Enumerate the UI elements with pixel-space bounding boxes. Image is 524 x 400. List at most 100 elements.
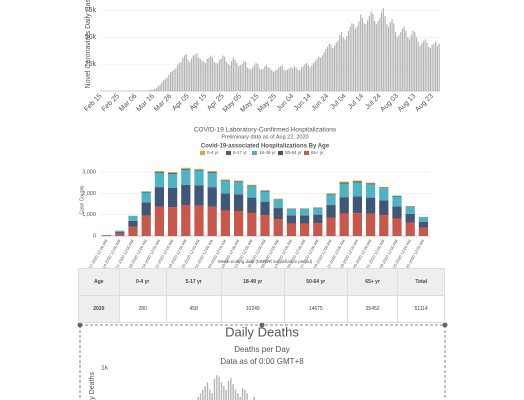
bar: [197, 396, 199, 400]
bar: [352, 181, 363, 183]
bar: [422, 41, 425, 91]
bar: [258, 68, 261, 91]
x-tick-label: Apr 15: [189, 93, 209, 113]
bar: [273, 199, 283, 209]
bar: [407, 37, 409, 91]
handle[interactable]: [442, 322, 448, 328]
bar: [220, 210, 231, 236]
bar: [312, 63, 315, 91]
legend-swatch: [252, 151, 257, 155]
bar: [167, 188, 178, 208]
bar: [203, 61, 205, 91]
bar: [194, 205, 204, 236]
x-tick-label: May 25: [257, 93, 278, 114]
bar: [368, 15, 370, 91]
bar: [326, 205, 336, 218]
bar: [201, 60, 203, 91]
bar: [171, 71, 173, 91]
bar: [170, 72, 172, 91]
bar: [207, 170, 217, 172]
bar: [267, 67, 269, 91]
bar: [438, 43, 440, 91]
bar: [192, 55, 194, 91]
bar: [185, 54, 187, 91]
bar: [302, 66, 304, 91]
bar: [382, 8, 384, 92]
bar: [299, 223, 310, 236]
bar: [319, 57, 322, 91]
bar: [316, 58, 318, 91]
bar: [224, 56, 226, 91]
chart-subtitle: Preliminary data as of Aug 22, 2020: [221, 134, 308, 140]
bar: [208, 57, 210, 91]
bar: [225, 389, 227, 400]
bar: [354, 28, 357, 91]
bar: [149, 90, 151, 91]
bar: [313, 207, 323, 209]
bar: [370, 11, 372, 92]
bar: [426, 42, 428, 91]
bar: [365, 197, 376, 214]
bar: [181, 167, 191, 169]
table-row: 2020 280 458 10249 14675 25452 51114: [78, 295, 445, 323]
bar: [227, 380, 230, 400]
bar: [424, 39, 426, 91]
bar: [194, 54, 196, 91]
bar: [167, 172, 178, 173]
bar: [194, 185, 204, 206]
x-tick-label: Mar 16: [136, 93, 156, 113]
bar: [181, 184, 191, 206]
bar: [339, 181, 349, 183]
bar: [141, 215, 151, 236]
legend-swatch: [278, 151, 283, 155]
bar: [283, 69, 285, 91]
bar: [326, 193, 336, 195]
bar: [394, 31, 397, 91]
bar: [209, 389, 211, 400]
bar: [273, 219, 283, 236]
bar: [206, 382, 209, 400]
bar: [211, 393, 213, 400]
bar: [273, 208, 283, 220]
bar: [181, 205, 191, 236]
bar: [374, 21, 376, 91]
bar: [418, 227, 429, 236]
bar: [330, 44, 332, 91]
bar: [175, 68, 177, 91]
bar: [234, 389, 237, 400]
bar: [215, 63, 217, 91]
bar: [332, 48, 334, 91]
bar: [204, 63, 207, 91]
bar: [247, 197, 257, 213]
table-cell: 18-49 yr: [220, 268, 285, 296]
bar: [297, 69, 299, 91]
bar: [247, 186, 257, 198]
bar: [365, 182, 376, 184]
bar: [213, 378, 216, 400]
bar: [415, 37, 418, 91]
bar: [202, 389, 204, 400]
bar: [344, 39, 346, 91]
bar: [386, 24, 388, 92]
bar: [217, 63, 219, 91]
legend-label: 18-49 yr: [259, 150, 276, 155]
bar: [244, 389, 246, 400]
legend-label: 0-4 yr: [207, 150, 219, 155]
table-cell: Age: [78, 268, 120, 296]
bar: [147, 90, 149, 91]
bar: [389, 22, 391, 92]
bar: [400, 31, 402, 91]
bar: [220, 193, 231, 211]
bar: [260, 190, 270, 191]
y-axis-label: Case Counts: [79, 185, 85, 214]
bar: [222, 55, 224, 91]
bar: [260, 69, 262, 91]
bar: [360, 14, 362, 91]
handle[interactable]: [77, 322, 83, 328]
bar: [141, 192, 151, 203]
bar: [269, 67, 271, 91]
bar: [154, 172, 165, 188]
bar: [141, 202, 151, 216]
bar: [307, 65, 309, 91]
handle[interactable]: [259, 322, 265, 328]
